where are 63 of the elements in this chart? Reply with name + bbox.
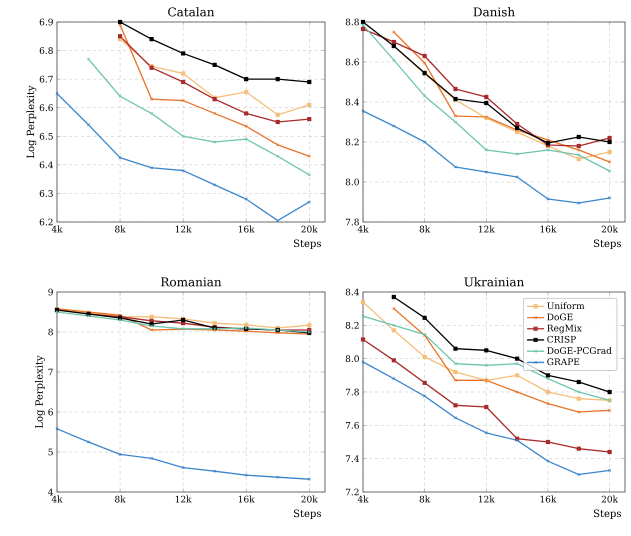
legend-label: DoGE: [547, 314, 572, 320]
chart-title: Danish: [474, 7, 515, 16]
x-tick-label: 20k: [602, 226, 618, 232]
y-tick-label: 9: [48, 288, 53, 296]
y-tick-label: 7.2: [346, 488, 359, 496]
y-tick-label: 8: [48, 328, 53, 336]
y-tick-label: 6.8: [40, 47, 53, 54]
y-tick-label: 8.2: [346, 322, 359, 329]
x-tick-label: 12k: [176, 496, 192, 502]
x-tick-label: 8k: [420, 496, 430, 502]
x-axis-title: Steps: [294, 510, 321, 520]
y-tick-label: 7: [48, 368, 53, 376]
y-tick-label: 7.8: [346, 388, 359, 396]
legend-label: RegMix: [547, 324, 582, 334]
x-tick-label: 20k: [301, 226, 318, 232]
x-tick-label: 16k: [238, 496, 255, 502]
y-tick-label: 8.6: [346, 58, 359, 66]
x-tick-label: 16k: [540, 496, 556, 502]
chart-title: Ukrainian: [464, 277, 524, 286]
chart-title: Catalan: [168, 7, 214, 16]
x-axis-title: Steps: [294, 240, 321, 250]
y-tick-label: 6.3: [40, 190, 53, 197]
y-tick-label: 6.2: [40, 218, 53, 226]
y-tick-label: 7.8: [346, 218, 359, 226]
y-tick-label: 4: [48, 488, 54, 496]
chart-title: Romanian: [161, 277, 222, 286]
y-axis-title: Log Perplexity: [26, 85, 36, 158]
legend-label: GRAPE: [547, 358, 580, 366]
y-tick-label: 8.8: [346, 18, 359, 26]
x-tick-label: 20k: [602, 496, 618, 502]
x-tick-label: 8k: [420, 226, 430, 232]
y-tick-label: 6.4: [40, 161, 54, 168]
x-axis-title: Steps: [594, 510, 621, 520]
x-tick-label: 8k: [115, 226, 126, 232]
legend-label: DoGE-PCGrad: [547, 347, 612, 354]
y-tick-label: 7.6: [346, 422, 359, 429]
legend-label: CRISP: [547, 336, 576, 343]
y-tick-label: 6.6: [40, 104, 53, 112]
x-tick-label: 12k: [176, 226, 192, 232]
x-tick-label: 12k: [478, 496, 495, 502]
y-tick-label: 6: [48, 408, 53, 416]
x-tick-label: 4k: [52, 226, 63, 232]
x-axis-title: Steps: [594, 240, 621, 250]
y-axis-title: Log Perplexity: [35, 355, 45, 428]
x-tick-label: 4k: [358, 226, 369, 232]
y-tick-label: 8.4: [346, 98, 360, 106]
y-tick-label: 6.7: [40, 76, 53, 83]
y-tick-label: 5: [48, 448, 53, 456]
x-tick-label: 4k: [52, 496, 63, 502]
x-tick-label: 16k: [238, 226, 255, 232]
y-tick-label: 8.4: [346, 288, 360, 296]
x-tick-label: 12k: [478, 226, 495, 232]
x-tick-label: 4k: [358, 496, 369, 502]
y-tick-label: 6.5: [40, 132, 53, 140]
x-tick-label: 16k: [540, 226, 556, 232]
y-tick-label: 7.4: [346, 455, 360, 462]
x-tick-label: 8k: [115, 496, 126, 502]
y-tick-label: 8.2: [346, 138, 359, 146]
y-tick-label: 8.0: [346, 355, 359, 362]
legend-label: Uniform: [547, 302, 584, 310]
y-tick-label: 8.0: [346, 178, 359, 186]
y-tick-label: 6.9: [40, 18, 53, 26]
x-tick-label: 20k: [301, 496, 318, 502]
